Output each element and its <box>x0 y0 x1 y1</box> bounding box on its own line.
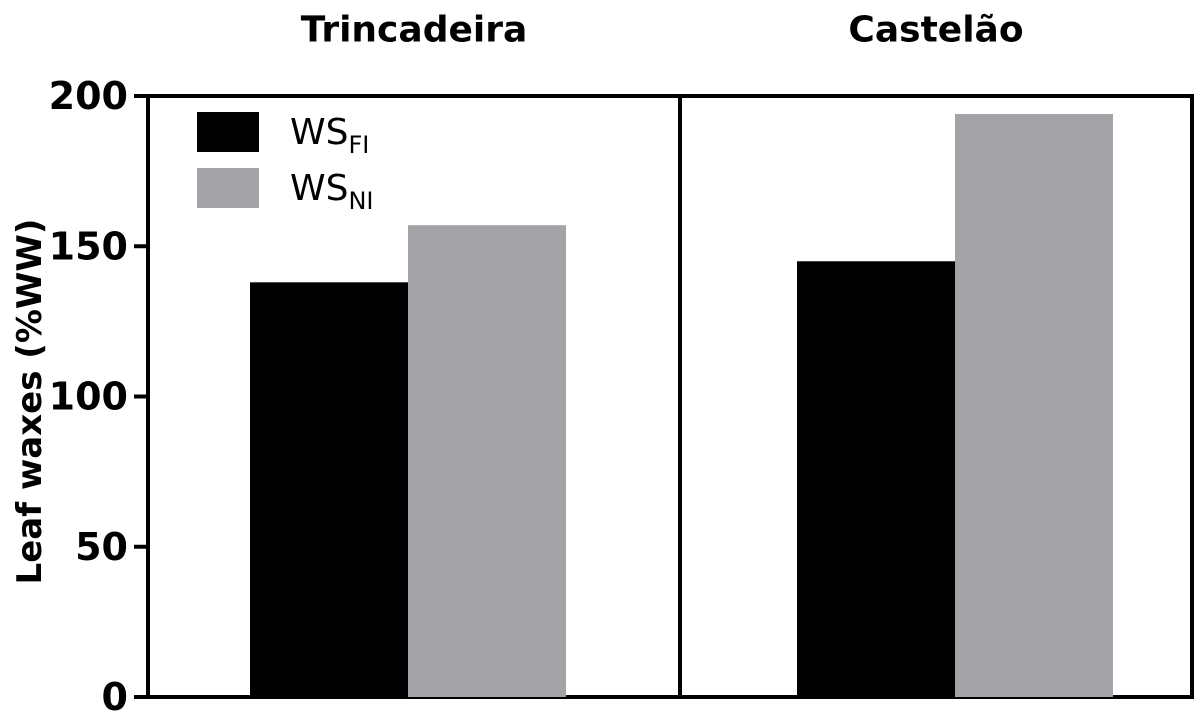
bar-trincadeira-ni <box>408 225 566 697</box>
legend: WSFI WSNI <box>197 112 373 215</box>
legend-label-ni: WSNI <box>290 168 373 215</box>
y-tick-label: 50 <box>75 525 128 569</box>
y-tick-label: 150 <box>49 224 128 268</box>
legend-label-fi: WSFI <box>290 112 369 159</box>
legend-swatch-fi <box>197 112 259 152</box>
y-tick-label: 100 <box>49 375 128 419</box>
bars <box>250 114 1113 697</box>
bar-castelão-fi <box>797 261 955 697</box>
y-tick-label: 0 <box>102 675 128 719</box>
panel-title: Castelão <box>848 10 1023 51</box>
labels: 0 50 100 150 200 Trincadeira Castelão Leaf waxe… <box>10 10 1024 720</box>
legend-swatch-ni <box>197 168 259 208</box>
axes <box>134 94 1194 699</box>
bar-castelão-ni <box>955 114 1113 697</box>
y-axis-label: Leaf waxes (%WW) <box>10 219 50 585</box>
y-tick-label: 200 <box>49 74 128 118</box>
bar-trincadeira-fi <box>250 282 408 697</box>
panel-title: Trincadeira <box>301 10 528 51</box>
